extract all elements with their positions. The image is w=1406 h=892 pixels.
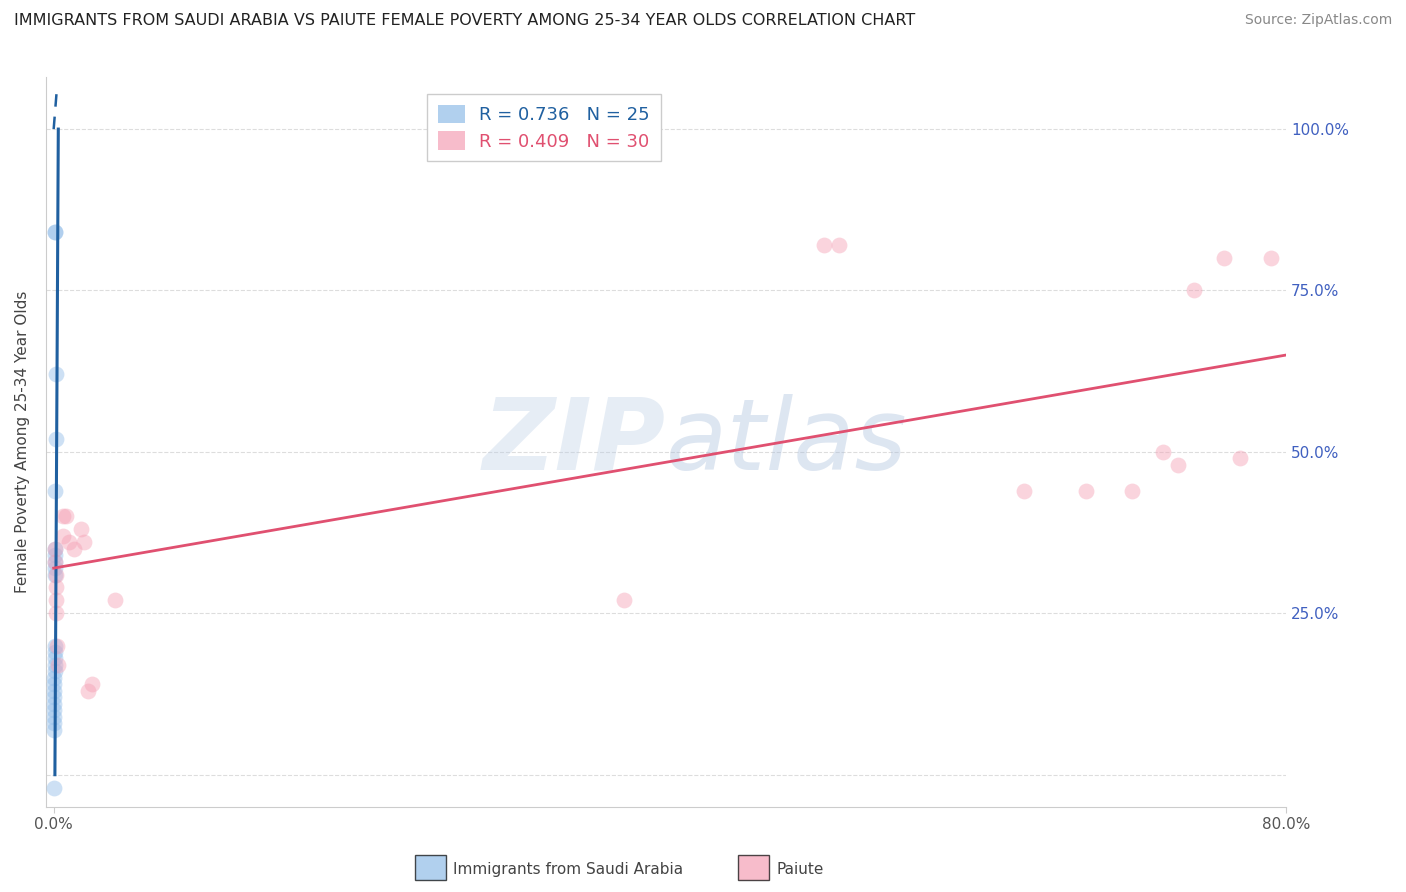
Point (44, 541, 66, 556)
Point (45, 593, 67, 607)
Point (44, 567, 66, 582)
Point (44, 226, 66, 240)
Point (1121, 483, 1143, 498)
Point (813, 238, 835, 252)
Point (55, 509, 77, 524)
Point (44, 657, 66, 672)
Legend: R = 0.736   N = 25, R = 0.409   N = 30: R = 0.736 N = 25, R = 0.409 N = 30 (427, 94, 661, 161)
Point (828, 238, 851, 252)
Point (1152, 445, 1174, 459)
Point (44, 226, 66, 240)
Point (1213, 251, 1236, 265)
Point (44, 709, 66, 723)
Point (58, 535, 80, 549)
Point (52, 509, 75, 524)
Point (1167, 458, 1189, 472)
Point (45, 639, 67, 653)
Text: Paiute: Paiute (776, 863, 824, 877)
Text: Source: ZipAtlas.com: Source: ZipAtlas.com (1244, 13, 1392, 28)
Point (44, 665, 66, 679)
Point (44, 483, 66, 498)
Point (44, 690, 66, 705)
Point (44, 639, 66, 653)
Y-axis label: Female Poverty Among 25-34 Year Olds: Female Poverty Among 25-34 Year Olds (15, 291, 30, 593)
Point (104, 593, 127, 607)
Point (1012, 483, 1035, 498)
Point (46, 657, 69, 672)
Point (44, 432, 66, 446)
Point (44, 555, 66, 569)
Point (62, 541, 84, 556)
Point (613, 593, 636, 607)
Point (76, 683, 98, 698)
Point (44, 697, 66, 711)
Text: atlas: atlas (666, 393, 908, 491)
Point (52, 529, 75, 543)
Point (44, 723, 66, 737)
Point (44, 677, 66, 691)
Point (1182, 284, 1205, 298)
Point (1260, 251, 1282, 265)
Point (44, 645, 66, 659)
Point (1229, 451, 1251, 466)
Point (44, 683, 66, 698)
Point (82, 677, 104, 691)
Point (44, 780, 66, 795)
Point (44, 541, 66, 556)
Point (73, 535, 96, 549)
Point (45, 368, 67, 382)
Point (44, 555, 66, 569)
Point (1074, 483, 1097, 498)
Point (44, 548, 66, 562)
Point (44, 716, 66, 731)
Text: ZIP: ZIP (484, 393, 666, 491)
Text: Immigrants from Saudi Arabia: Immigrants from Saudi Arabia (453, 863, 683, 877)
Point (44, 561, 66, 575)
Text: IMMIGRANTS FROM SAUDI ARABIA VS PAIUTE FEMALE POVERTY AMONG 25-34 YEAR OLDS CORR: IMMIGRANTS FROM SAUDI ARABIA VS PAIUTE F… (14, 13, 915, 29)
Point (44, 703, 66, 717)
Point (44, 651, 66, 665)
Point (44, 581, 66, 595)
Point (45, 607, 67, 621)
Point (70, 522, 93, 536)
Point (44, 567, 66, 582)
Point (44, 671, 66, 685)
